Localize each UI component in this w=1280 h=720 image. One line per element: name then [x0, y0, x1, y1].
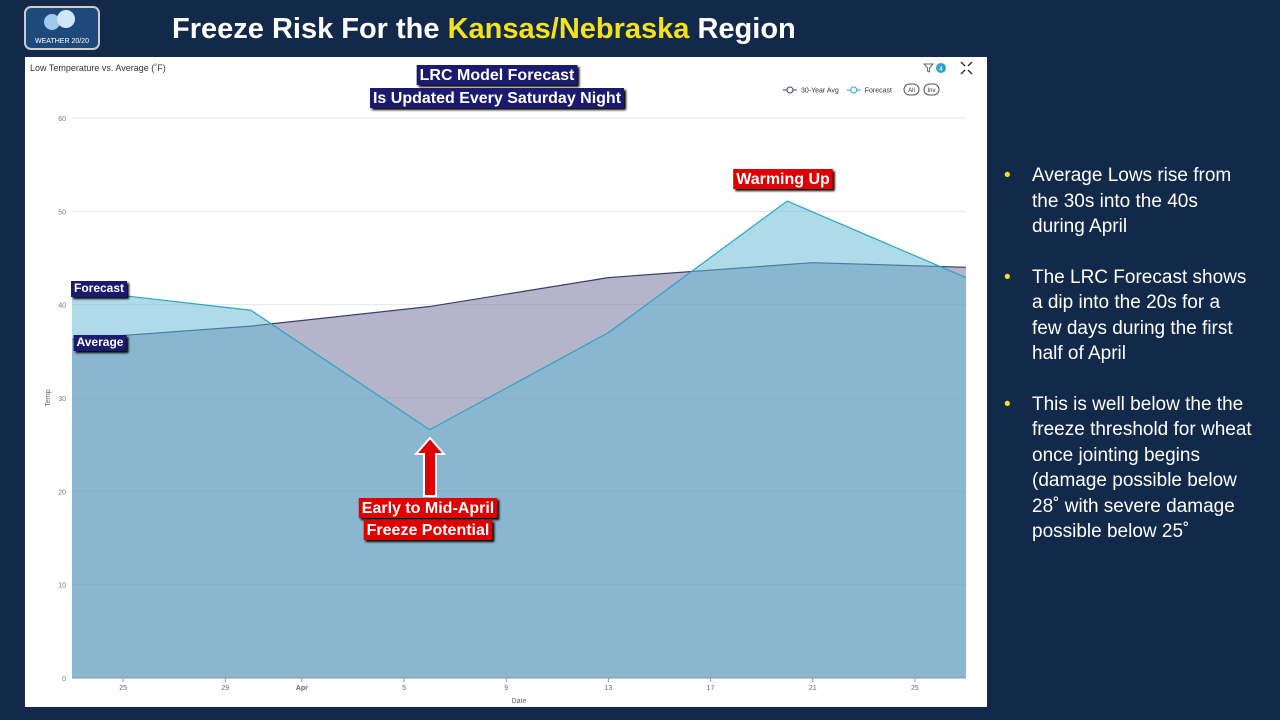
filter-icon[interactable] — [922, 63, 935, 73]
logo-text: WEATHER 20/20 — [35, 38, 89, 45]
y-tick-label: 0 — [62, 676, 66, 683]
annotation: Warming Up — [736, 171, 830, 188]
bullet: The LRC Forecast shows a dip into the 20… — [1004, 265, 1254, 367]
toggle-button-label: Inv — [927, 88, 935, 94]
filter-badge[interactable] — [936, 63, 946, 73]
toggle-button-label: All — [908, 88, 915, 94]
x-tick-label: 5 — [402, 685, 406, 692]
annotation-box — [70, 281, 128, 297]
logo-cloud — [57, 10, 75, 28]
x-tick-label: 29 — [221, 685, 229, 692]
annotation-box — [358, 498, 498, 518]
y-tick-label: 30 — [58, 396, 66, 403]
x-tick-label: 25 — [911, 685, 919, 692]
x-tick-label: 13 — [605, 685, 613, 692]
x-axis-label: Date — [512, 698, 527, 705]
toggle-button[interactable] — [903, 83, 920, 96]
y-tick-label: 40 — [58, 303, 66, 310]
bullet-list: Average Lows rise from the 30s into the … — [1004, 163, 1254, 570]
annotation-box — [416, 65, 578, 85]
title-part: Region — [689, 13, 795, 45]
annotation: LRC Model Forecast — [420, 67, 575, 84]
x-tick-label: 9 — [504, 685, 508, 692]
x-tick-label: 21 — [809, 685, 817, 692]
legend-label[interactable]: 30-Year Avg — [801, 88, 839, 95]
title-part: Freeze Risk For the — [172, 13, 448, 45]
chart-title: Low Temperature vs. Average (˚F) — [30, 63, 166, 73]
filter-count[interactable]: 4 — [939, 66, 943, 73]
annotation-box — [733, 169, 833, 189]
annotation-box — [73, 335, 127, 351]
y-tick-label: 10 — [58, 583, 66, 590]
y-axis-label: Temp — [45, 389, 52, 406]
legend-label[interactable]: Forecast — [865, 88, 892, 95]
slide-title: Freeze Risk For the Kansas/Nebraska Regi… — [172, 13, 796, 45]
arrow — [413, 436, 447, 497]
line — [71, 200, 967, 431]
annotation-box — [369, 88, 625, 108]
legend-swatch — [786, 86, 794, 94]
annotation: Is Updated Every Saturday Night — [373, 90, 622, 107]
toggle-button[interactable] — [923, 83, 940, 96]
annotation: Average — [77, 335, 124, 349]
area — [72, 201, 966, 679]
annotation: Forecast — [74, 281, 124, 295]
y-tick-label: 50 — [58, 209, 66, 216]
x-tick-label: 25 — [119, 685, 127, 692]
annotation: Freeze Potential — [367, 522, 490, 539]
bullet: Average Lows rise from the 30s into the … — [1004, 163, 1254, 240]
title-highlight: Kansas/Nebraska — [448, 13, 691, 45]
annotation: Early to Mid-April — [362, 500, 494, 517]
bullet: This is well below the the freeze thresh… — [1004, 392, 1254, 545]
legend-swatch — [850, 86, 858, 94]
x-tick-label: Apr — [296, 685, 308, 692]
annotation-box — [363, 520, 493, 540]
y-tick-label: 20 — [58, 489, 66, 496]
logo — [24, 6, 100, 50]
y-tick-label: 60 — [58, 116, 66, 123]
fullscreen-icon[interactable] — [960, 61, 973, 75]
logo-cloud — [44, 14, 60, 30]
x-tick-label: 17 — [707, 685, 715, 692]
